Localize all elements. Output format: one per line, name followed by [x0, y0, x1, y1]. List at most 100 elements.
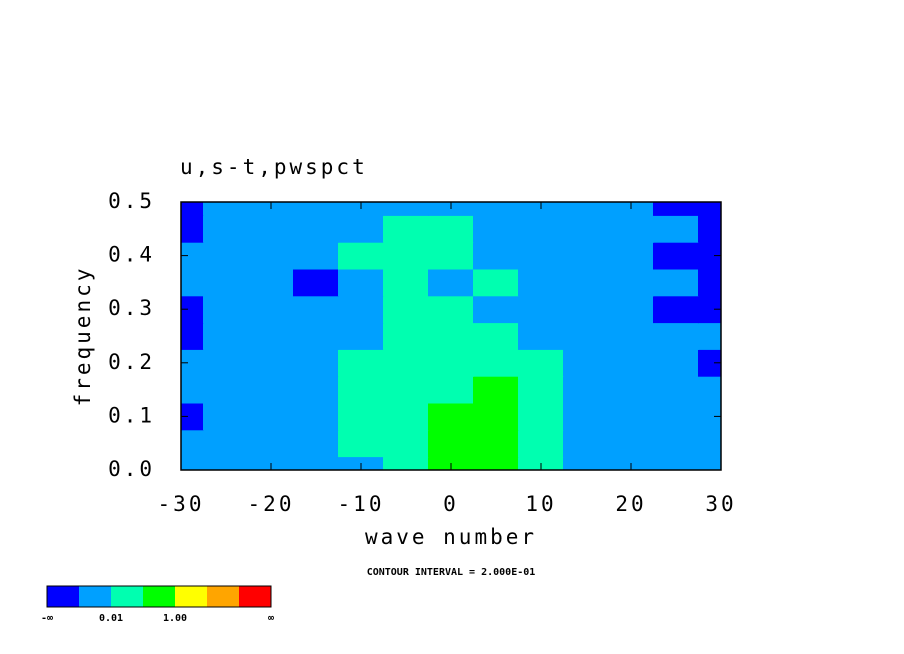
- contour-cell: [383, 202, 429, 216]
- contour-cell: [698, 268, 721, 297]
- contour-cell: [473, 402, 519, 431]
- contour-cell: [653, 402, 699, 431]
- contour-cell: [293, 202, 339, 216]
- colorbar-swatch: [207, 586, 239, 607]
- contour-cell: [248, 375, 294, 404]
- contour-cell: [203, 241, 249, 270]
- contour-note: CONTOUR INTERVAL = 2.000E-01: [367, 567, 536, 578]
- contour-cell: [383, 241, 429, 270]
- contour-cell: [608, 402, 654, 431]
- contour-cell: [518, 348, 564, 377]
- contour-cell: [518, 268, 564, 297]
- contour-cell: [698, 241, 721, 270]
- contour-cell: [181, 456, 204, 470]
- contour-cell: [428, 268, 474, 297]
- contour-cell: [518, 322, 564, 350]
- contour-cell: [248, 214, 294, 243]
- contour-cell: [338, 214, 384, 243]
- contour-cell: [653, 322, 699, 350]
- x-tick-label: 20: [615, 492, 646, 516]
- contour-cell: [473, 348, 519, 377]
- contour-cell: [518, 375, 564, 404]
- contour-cell: [698, 375, 721, 404]
- contour-cell: [563, 429, 609, 458]
- contour-cell: [293, 348, 339, 377]
- contour-cell: [608, 295, 654, 324]
- contour-cell: [608, 241, 654, 270]
- contour-cell: [563, 456, 609, 470]
- contour-cell: [428, 295, 474, 324]
- contour-cell: [698, 295, 721, 324]
- contour-cell: [428, 322, 474, 350]
- contour-cell: [698, 322, 721, 350]
- contour-cell: [428, 402, 474, 431]
- y-tick-label: 0.2: [108, 350, 155, 374]
- contour-cell: [563, 322, 609, 350]
- contour-cell: [338, 375, 384, 404]
- contour-cell: [203, 295, 249, 324]
- x-tick-label: -20: [248, 492, 295, 516]
- contour-cell: [293, 268, 339, 297]
- contour-cell: [338, 268, 384, 297]
- contour-cell: [518, 214, 564, 243]
- contour-cell: [203, 456, 249, 470]
- contour-cell: [698, 429, 721, 458]
- contour-cell: [293, 241, 339, 270]
- contour-cell: [698, 402, 721, 431]
- contour-cell: [653, 268, 699, 297]
- contour-cell: [293, 375, 339, 404]
- contour-cell: [563, 348, 609, 377]
- colorbar-swatch: [111, 586, 143, 607]
- contour-cell: [181, 241, 204, 270]
- contour-cell: [383, 456, 429, 470]
- contour-cell: [473, 241, 519, 270]
- contour-cell: [181, 202, 204, 216]
- contour-cell: [203, 402, 249, 431]
- contour-cell: [473, 202, 519, 216]
- contour-cell: [653, 241, 699, 270]
- contour-cell: [203, 202, 249, 216]
- contour-cell: [563, 295, 609, 324]
- contour-cell: [248, 295, 294, 324]
- contour-cell: [181, 348, 204, 377]
- contour-cell: [181, 322, 204, 350]
- contour-cell: [383, 348, 429, 377]
- contour-cell: [293, 295, 339, 324]
- colorbar-label: 0.01: [99, 613, 123, 624]
- contour-cell: [428, 348, 474, 377]
- y-tick-label: 0.5: [108, 189, 155, 213]
- colorbar-label: ∞: [268, 613, 274, 624]
- x-tick-label: 0: [443, 492, 459, 516]
- colorbar-swatch: [47, 586, 79, 607]
- contour-cell: [338, 241, 384, 270]
- contour-cell: [181, 375, 204, 404]
- contour-cell: [698, 202, 721, 216]
- contour-cell: [181, 402, 204, 431]
- contour-cell: [653, 456, 699, 470]
- contour-cell: [653, 214, 699, 243]
- x-tick-label: -30: [158, 492, 205, 516]
- contour-cell: [248, 241, 294, 270]
- contour-cell: [338, 295, 384, 324]
- contour-cell: [293, 456, 339, 470]
- contour-cell: [203, 348, 249, 377]
- x-tick-label: 10: [525, 492, 556, 516]
- colorbar-label: -∞: [41, 613, 53, 624]
- contour-cell: [383, 402, 429, 431]
- contour-cell: [338, 348, 384, 377]
- contour-cell: [563, 214, 609, 243]
- x-axis-label: wave number: [365, 525, 537, 549]
- contour-cell: [563, 268, 609, 297]
- contour-cell: [428, 375, 474, 404]
- contour-cell: [473, 214, 519, 243]
- contour-cell: [248, 429, 294, 458]
- contour-cell: [653, 295, 699, 324]
- contour-cell: [338, 402, 384, 431]
- contour-cell: [518, 295, 564, 324]
- contour-cell: [383, 375, 429, 404]
- contour-cell: [563, 241, 609, 270]
- contour-cell: [248, 322, 294, 350]
- contour-cell: [653, 348, 699, 377]
- contour-cell: [293, 429, 339, 458]
